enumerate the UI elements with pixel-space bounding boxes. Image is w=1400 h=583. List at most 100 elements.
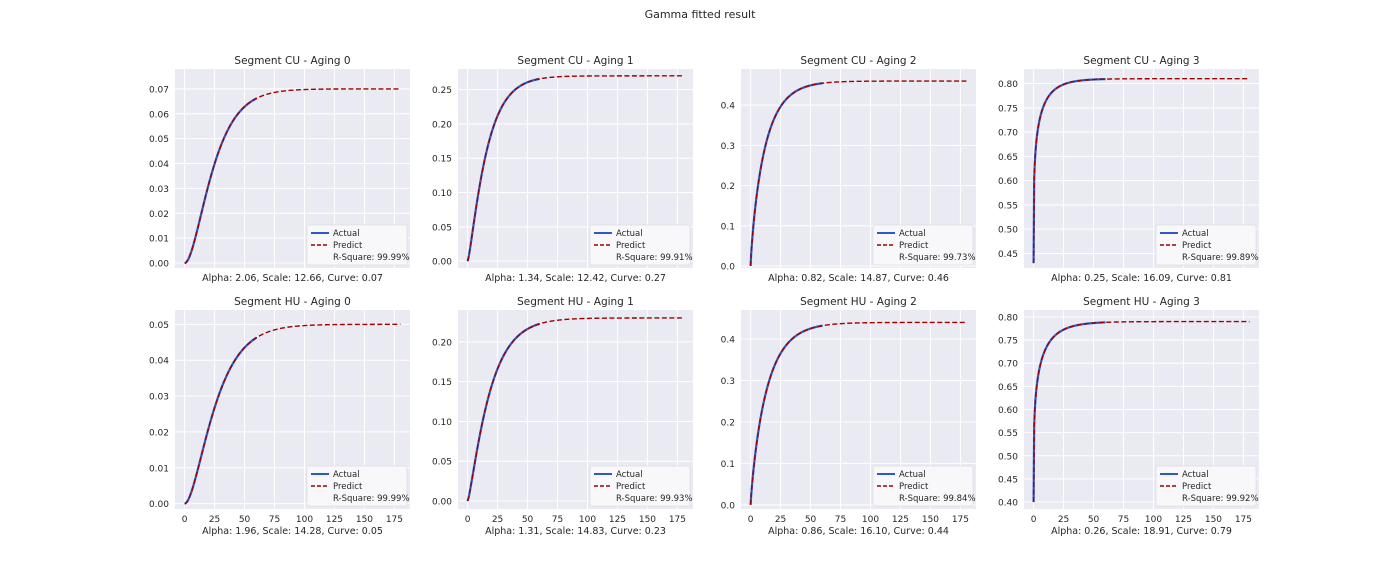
y-tick-label: 0.0 — [721, 501, 736, 511]
x-tick-label: 125 — [892, 515, 909, 525]
fit-params-label: Alpha: 0.86, Scale: 16.10, Curve: 0.44 — [768, 526, 949, 537]
legend-actual-label: Actual — [616, 229, 643, 239]
legend-r-square: R-Square: 99.92% — [1182, 494, 1259, 504]
y-tick-label: 0.2 — [721, 418, 735, 428]
legend-predict-label: Predict — [333, 241, 363, 251]
legend-r-square: R-Square: 99.73% — [899, 253, 976, 263]
predict-line — [466, 317, 684, 502]
y-tick-label: 0.05 — [432, 223, 452, 233]
legend: Actual Predict R-Square: 99.84% — [872, 465, 976, 507]
x-tick-label: 100 — [296, 515, 313, 525]
legend: Actual Predict R-Square: 99.99% — [306, 224, 410, 266]
y-tick-label: 0.25 — [432, 86, 452, 96]
subplot: 0.00 0.01 0.02 0.03 0.04 0.05 0 25 50 75 100 125 150… — [149, 296, 410, 537]
fit-params-label: Alpha: 2.06, Scale: 12.66, Curve: 0.07 — [202, 273, 383, 284]
legend-box — [872, 224, 974, 266]
y-tick-label: 0.01 — [149, 235, 169, 245]
x-tick-label: 0 — [1031, 515, 1037, 525]
x-tick-label: 25 — [775, 515, 786, 525]
y-tick-label: 0.70 — [998, 360, 1018, 370]
legend-box — [306, 224, 408, 266]
legend-box — [1155, 224, 1257, 266]
legend-r-square: R-Square: 99.99% — [333, 494, 410, 504]
subplot-title: Segment HU - Aging 2 — [800, 296, 917, 308]
y-tick-label: 0.00 — [432, 258, 452, 268]
y-tick-label: 0.04 — [149, 357, 169, 367]
subplot: 0.0 0.1 0.2 0.3 0.4 Segment CU - Aging 2 Alpha… — [721, 55, 976, 284]
legend: Actual Predict R-Square: 99.73% — [872, 224, 976, 266]
legend: Actual Predict R-Square: 99.89% — [1155, 224, 1259, 266]
legend-predict-label: Predict — [333, 482, 363, 492]
legend-actual-label: Actual — [899, 229, 926, 239]
y-tick-label: 0.15 — [432, 155, 452, 165]
subplot: 0.00 0.01 0.02 0.03 0.04 0.05 0.06 0.07 Segment … — [149, 55, 410, 284]
y-tick-label: 0.00 — [149, 260, 169, 270]
y-tick-label: 0.55 — [998, 429, 1018, 439]
legend: Actual Predict R-Square: 99.91% — [589, 224, 693, 266]
y-tick-label: 0.75 — [998, 104, 1018, 114]
subplot-title: Segment CU - Aging 1 — [517, 55, 633, 67]
x-tick-label: 100 — [1145, 515, 1162, 525]
y-tick-label: 0.03 — [149, 185, 169, 195]
y-tick-label: 0.45 — [998, 475, 1018, 485]
legend-box — [872, 465, 974, 507]
subplot: 0.00 0.05 0.10 0.15 0.20 0.25 Segment CU - Agi… — [432, 55, 693, 284]
y-tick-label: 0.1 — [721, 222, 735, 232]
y-tick-label: 0.75 — [998, 337, 1018, 347]
subplot: 0.45 0.50 0.55 0.60 0.65 0.70 0.75 0.80 Segment … — [998, 55, 1259, 284]
x-tick-label: 150 — [639, 515, 656, 525]
legend-r-square: R-Square: 99.84% — [899, 494, 976, 504]
y-tick-label: 0.02 — [149, 428, 169, 438]
subplot-title: Segment CU - Aging 2 — [800, 55, 916, 67]
y-tick-label: 0.60 — [998, 177, 1018, 187]
legend-actual-label: Actual — [899, 470, 926, 480]
y-tick-label: 0.04 — [149, 160, 169, 170]
x-tick-label: 25 — [209, 515, 220, 525]
y-tick-label: 0.02 — [149, 210, 169, 220]
legend-predict-label: Predict — [899, 241, 929, 251]
predict-line — [1032, 78, 1250, 264]
y-tick-label: 0.60 — [998, 406, 1018, 416]
x-tick-label: 100 — [579, 515, 596, 525]
x-tick-label: 75 — [1118, 515, 1129, 525]
x-tick-label: 0 — [182, 515, 188, 525]
y-tick-label: 0.70 — [998, 129, 1018, 139]
predict-line — [1032, 320, 1250, 503]
legend-actual-label: Actual — [333, 229, 360, 239]
x-tick-label: 175 — [386, 515, 403, 525]
subplot: 0.0 0.1 0.2 0.3 0.4 0 25 50 75 100 125 150 175 Segmen… — [721, 296, 976, 537]
legend-actual-label: Actual — [616, 470, 643, 480]
y-tick-label: 0.65 — [998, 153, 1018, 163]
subplot-title: Segment CU - Aging 0 — [234, 55, 350, 67]
subplot-title: Segment HU - Aging 3 — [1083, 296, 1200, 308]
x-tick-label: 75 — [269, 515, 280, 525]
predict-line — [749, 321, 967, 505]
x-tick-label: 125 — [326, 515, 343, 525]
subplot-title: Segment HU - Aging 1 — [517, 296, 634, 308]
subplot-title: Segment HU - Aging 0 — [234, 296, 351, 308]
legend: Actual Predict R-Square: 99.92% — [1155, 465, 1259, 507]
fit-params-label: Alpha: 0.26, Scale: 18.91, Curve: 0.79 — [1051, 526, 1232, 537]
x-tick-label: 175 — [669, 515, 686, 525]
fit-params-label: Alpha: 0.25, Scale: 16.09, Curve: 0.81 — [1051, 273, 1232, 284]
y-tick-label: 0.07 — [149, 85, 169, 95]
fit-params-label: Alpha: 1.34, Scale: 12.42, Curve: 0.27 — [485, 273, 666, 284]
y-tick-label: 0.06 — [149, 110, 169, 120]
y-tick-label: 0.80 — [998, 313, 1018, 323]
y-tick-label: 0.01 — [149, 464, 169, 474]
legend-predict-label: Predict — [1182, 482, 1212, 492]
legend-box — [589, 224, 691, 266]
y-tick-label: 0.50 — [998, 226, 1018, 236]
x-tick-label: 150 — [922, 515, 939, 525]
y-tick-label: 0.03 — [149, 393, 169, 403]
y-tick-label: 0.00 — [432, 498, 452, 508]
y-tick-label: 0.10 — [432, 418, 452, 428]
y-tick-label: 0.1 — [721, 460, 735, 470]
x-tick-label: 125 — [1175, 515, 1192, 525]
y-tick-label: 0.05 — [432, 458, 452, 468]
subplot-title: Segment CU - Aging 3 — [1083, 55, 1199, 67]
fit-params-label: Alpha: 0.82, Scale: 14.87, Curve: 0.46 — [768, 273, 949, 284]
predict-line — [184, 323, 401, 505]
y-tick-label: 0.4 — [721, 336, 736, 346]
